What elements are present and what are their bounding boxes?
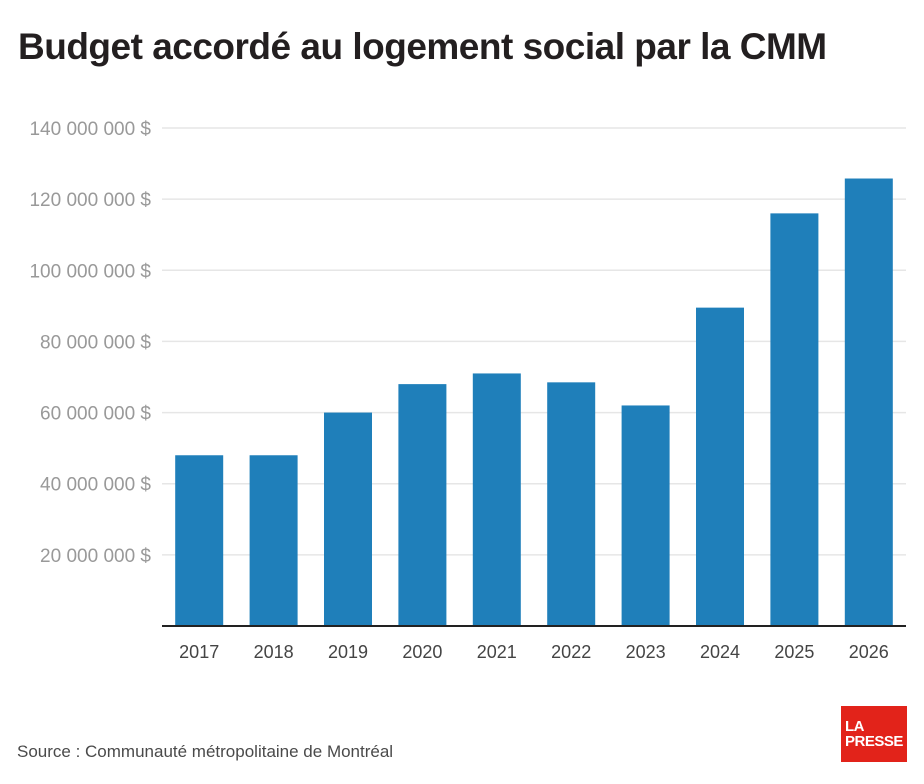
y-tick-label: 100 000 000 $ — [29, 261, 151, 282]
x-tick-label: 2024 — [700, 642, 740, 662]
bar-2018 — [249, 455, 298, 626]
x-tick-label: 2019 — [328, 642, 368, 662]
x-tick-label: 2021 — [477, 642, 517, 662]
x-tick-label: 2026 — [849, 642, 889, 662]
logo-line-1: LA — [845, 718, 865, 735]
y-tick-label: 140 000 000 $ — [29, 119, 151, 140]
bar-2022 — [547, 382, 596, 626]
y-tick-label: 120 000 000 $ — [29, 190, 151, 211]
x-tick-label: 2018 — [254, 642, 294, 662]
bar-2020 — [398, 384, 447, 626]
x-axis-tick-labels: 2017 2018 2019 2020 2021 2022 2023 2024 2025 2026 — [179, 642, 889, 662]
bar-2024 — [696, 307, 744, 626]
chart-title: Budget accordé au logement social par la… — [18, 26, 827, 67]
bar-2023 — [621, 405, 670, 626]
y-tick-label: 20 000 000 $ — [40, 546, 151, 567]
bar-2026 — [844, 178, 893, 627]
bar-2017 — [175, 455, 224, 626]
x-tick-label: 2022 — [551, 642, 591, 662]
x-tick-label: 2020 — [402, 642, 442, 662]
bar-2019 — [324, 412, 372, 626]
y-tick-label: 80 000 000 $ — [40, 332, 151, 353]
source-note: Source : Communauté métropolitaine de Mo… — [17, 742, 394, 761]
logo-line-2: PRESSE — [845, 733, 903, 750]
x-tick-label: 2017 — [179, 642, 219, 662]
bars — [175, 178, 893, 627]
y-tick-label: 60 000 000 $ — [40, 404, 151, 425]
x-tick-label: 2023 — [626, 642, 666, 662]
bar-2025 — [770, 213, 819, 626]
bar-2021 — [472, 373, 521, 626]
y-tick-label: 40 000 000 $ — [40, 475, 151, 496]
y-axis-tick-labels: 20 000 000 $ 40 000 000 $ 60 000 000 $ 80 0… — [29, 119, 151, 567]
x-tick-label: 2025 — [774, 642, 814, 662]
la-presse-logo: LA PRESSE — [841, 706, 907, 762]
